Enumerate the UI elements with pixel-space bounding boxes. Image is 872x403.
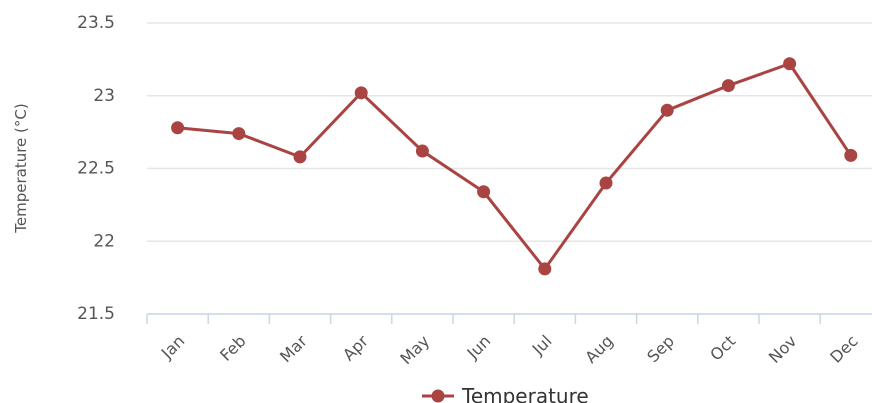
point xyxy=(660,103,674,117)
x-tick-label: Aug xyxy=(581,331,617,367)
line xyxy=(177,61,853,272)
x-tick-label: Sep xyxy=(643,331,678,366)
x-tick-label: Mar xyxy=(276,331,311,366)
point xyxy=(415,144,429,158)
x-tick-label: Nov xyxy=(765,331,801,367)
point xyxy=(171,121,185,135)
point xyxy=(844,148,858,162)
y-tick-label: 21.5 xyxy=(77,304,115,324)
legend-marker xyxy=(431,389,445,403)
x-tick-label: Apr xyxy=(339,331,372,364)
x-tick-label: Jul xyxy=(528,331,556,359)
point xyxy=(232,127,246,141)
point xyxy=(783,57,797,71)
y-tick-label: 23 xyxy=(93,86,115,106)
point xyxy=(538,262,552,276)
y-tick-label: 22 xyxy=(93,231,115,251)
x-tick-label: Oct xyxy=(706,331,739,364)
point xyxy=(293,150,307,164)
point xyxy=(354,86,368,100)
x-tick-label: Dec xyxy=(826,331,861,366)
x-tick-label: Feb xyxy=(216,331,249,364)
point xyxy=(721,79,735,93)
x-tick-label: Jan xyxy=(157,331,189,363)
y-tick-label: 22.5 xyxy=(77,159,115,179)
x-tick-label: May xyxy=(396,331,433,368)
point xyxy=(599,176,613,190)
point xyxy=(477,185,491,199)
legend-label: Temperature xyxy=(461,384,589,403)
y-axis-title: Temperature (°C) xyxy=(12,103,30,233)
x-tick-label: Jun xyxy=(463,331,495,363)
y-tick-label: 23.5 xyxy=(77,13,115,33)
